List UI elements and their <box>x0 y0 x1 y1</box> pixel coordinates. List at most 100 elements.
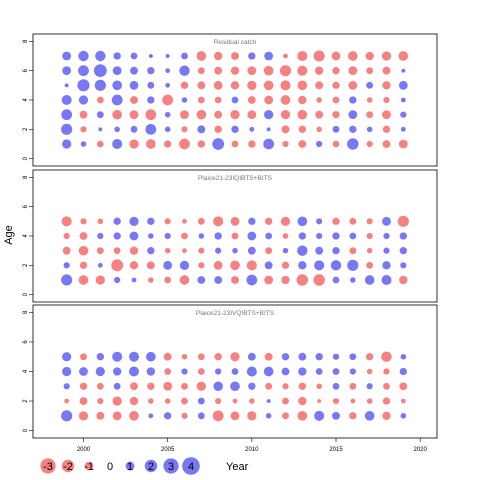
residual-bubble <box>399 367 408 376</box>
y-tick-label: 2 <box>23 399 29 403</box>
y-tick-label: 8 <box>23 175 29 179</box>
residual-bubble <box>297 411 308 421</box>
residual-bubble <box>349 96 357 104</box>
residual-bubble <box>129 80 139 90</box>
residual-bubble <box>230 216 240 226</box>
residual-bubble <box>95 366 105 377</box>
residual-bubble <box>214 125 222 134</box>
x-axis: 2000 2005 2010 2015 2020 <box>77 438 427 453</box>
residual-bubble <box>181 353 188 360</box>
residual-bubble <box>314 410 325 421</box>
residual-bubble <box>197 276 206 284</box>
residual-bubble <box>298 261 307 270</box>
residual-bubble <box>97 397 104 405</box>
residual-bubble <box>196 51 207 61</box>
residual-bubble <box>331 51 341 61</box>
panel-title: Plaice21-23IVQIBTS+BITS <box>196 310 275 317</box>
residual-bubble <box>383 247 390 254</box>
panel-title: Residual catch <box>214 39 257 46</box>
residual-bubble <box>181 368 188 375</box>
residual-bubble <box>383 368 390 375</box>
residual-bubble <box>179 65 190 76</box>
residual-bubble <box>247 246 256 255</box>
residual-bubble <box>197 140 206 148</box>
legend-label: 4 <box>188 461 194 473</box>
residual-bubble <box>114 276 121 284</box>
residual-bubble <box>164 398 171 404</box>
residual-bubble <box>399 246 408 255</box>
residual-bubble <box>96 96 104 104</box>
residual-bubble <box>148 233 154 239</box>
residual-bubble <box>163 260 173 270</box>
residual-bubble <box>148 54 153 58</box>
residual-bubble <box>130 52 138 60</box>
residual-bubble <box>181 412 188 419</box>
residual-bubble <box>129 246 139 255</box>
residual-bubble <box>247 66 257 76</box>
residual-bubble <box>281 367 290 376</box>
residual-bubble <box>398 80 408 90</box>
residual-bubble <box>230 66 240 75</box>
residual-bubble <box>298 396 307 406</box>
residual-bubble <box>179 275 190 285</box>
residual-bubble <box>197 353 205 361</box>
residual-bubble <box>180 81 189 90</box>
residual-bubble <box>62 66 72 76</box>
residual-bubble <box>332 353 340 360</box>
residual-bubble <box>366 232 373 240</box>
residual-bubble <box>181 232 188 240</box>
residual-bubble <box>382 110 391 120</box>
residual-bubble <box>264 261 273 270</box>
residual-bubble <box>96 411 105 420</box>
residual-bubble <box>382 66 391 75</box>
residual-bubble <box>164 218 171 225</box>
residual-bubble <box>316 126 322 133</box>
residual-bubble <box>332 411 340 420</box>
y-tick-label: 2 <box>23 127 29 131</box>
residual-bubble <box>129 216 139 226</box>
residual-bubble <box>401 68 406 73</box>
residual-bubble <box>179 138 190 150</box>
residual-bubble <box>96 247 104 255</box>
residual-bubble <box>97 262 103 268</box>
residual-bubble <box>315 110 324 119</box>
residual-bubble <box>113 382 121 390</box>
residual-bubble <box>297 245 308 256</box>
residual-bubble <box>280 95 291 105</box>
residual-bubble <box>332 66 340 75</box>
residual-bubble <box>230 81 240 90</box>
residual-bubble <box>282 412 289 420</box>
residual-bubble <box>332 382 340 390</box>
y-tick-label: 4 <box>23 98 29 102</box>
residual-bubble <box>95 275 105 285</box>
residual-bubble <box>332 96 340 104</box>
residual-bubble <box>148 398 154 404</box>
residual-bubble <box>400 413 407 419</box>
residual-bubble <box>297 65 308 76</box>
residual-bubble <box>129 110 139 120</box>
residual-bubble <box>231 96 239 104</box>
residual-bubble <box>263 138 275 150</box>
residual-bubble <box>163 140 172 148</box>
panel: Plaice21-23IVQIBTS+BITS 0 2 4 6 8 <box>23 304 438 439</box>
residual-bubble <box>248 140 256 148</box>
residual-bubble <box>80 218 87 225</box>
residual-bubble <box>147 81 155 89</box>
residual-bubble <box>230 381 240 392</box>
residual-bubble <box>348 51 358 61</box>
residual-bubble <box>112 367 122 376</box>
residual-bubble <box>128 366 140 377</box>
residual-bubble <box>298 232 307 240</box>
residual-bubble <box>62 51 72 61</box>
residual-bubble <box>129 411 139 421</box>
x-axis-label: Year <box>226 461 249 473</box>
residual-bubble <box>246 366 257 377</box>
residual-bubble <box>212 138 225 150</box>
residual-bubble <box>114 126 120 133</box>
residual-bubble <box>164 126 171 133</box>
residual-bubble <box>147 66 155 75</box>
y-tick-label: 0 <box>23 292 29 296</box>
residual-bubble <box>197 217 205 225</box>
residual-bubble <box>231 232 239 240</box>
residual-bubble <box>382 411 391 421</box>
